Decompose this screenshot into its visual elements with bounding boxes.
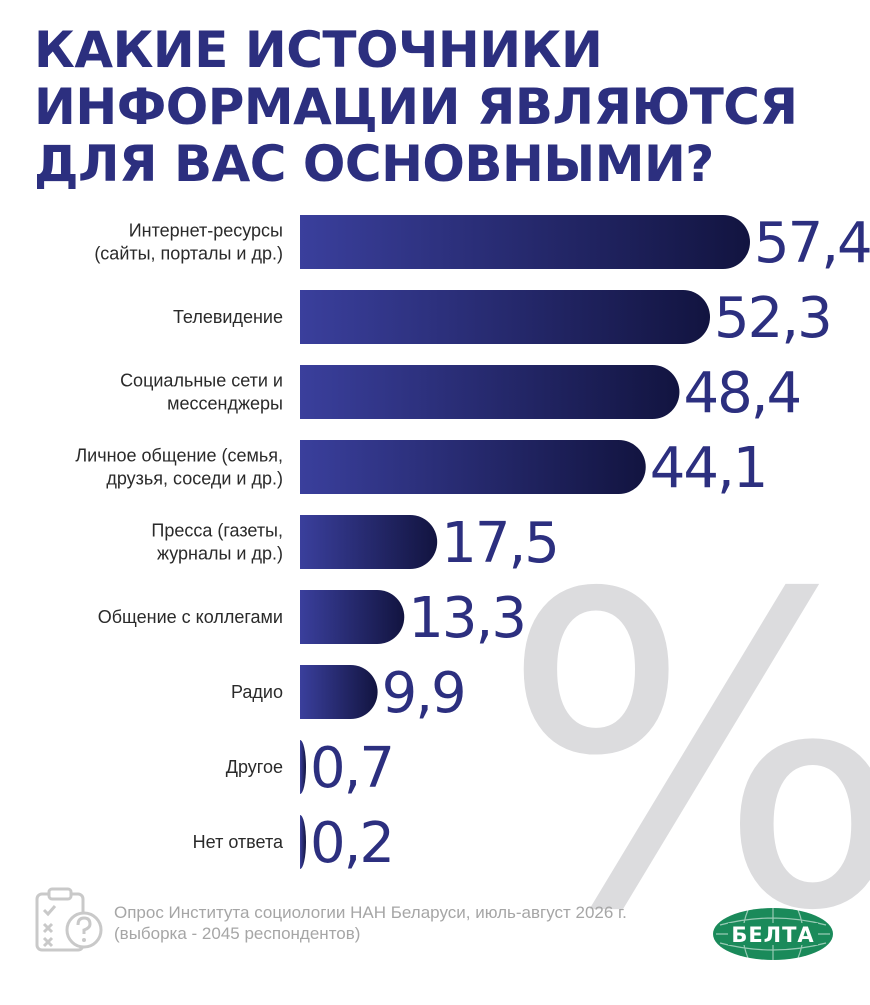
category-label-5: Пресса (газеты, журналы и др.) <box>151 521 283 564</box>
source-note: Опрос Института социологии НАН Беларуси,… <box>114 902 694 944</box>
value-label-8: 0,7 <box>310 736 393 801</box>
belta-logo: БЕЛТА <box>708 905 838 968</box>
bar-6 <box>300 590 405 644</box>
value-label-7: 9,9 <box>382 661 465 726</box>
bar-7 <box>300 665 378 719</box>
value-label-6: 13,3 <box>408 586 525 651</box>
category-label-7: Радио <box>231 682 283 702</box>
value-label-9: 0,2 <box>310 811 393 876</box>
bar-4 <box>300 440 646 494</box>
percent-background-symbol: % <box>500 505 870 1005</box>
category-label-6: Общение с коллегами <box>98 607 283 627</box>
category-label-4: Личное общение (семья, друзья, соседи и д… <box>75 446 283 489</box>
source-line-1: Опрос Института социологии НАН Беларуси,… <box>114 903 627 922</box>
bar-5 <box>300 515 438 569</box>
category-label-8: Другое <box>226 757 283 777</box>
value-label-4: 44,1 <box>650 436 767 501</box>
bar-3 <box>300 365 680 419</box>
clipboard-question-icon <box>34 886 106 961</box>
category-label-3: Социальные сети и мессенджеры <box>120 371 283 414</box>
value-label-3: 48,4 <box>683 361 800 426</box>
source-line-2: (выборка - 2045 респондентов) <box>114 924 361 943</box>
bar-8 <box>300 740 306 794</box>
bar-2 <box>300 290 711 344</box>
value-label-2: 52,3 <box>714 286 831 351</box>
value-label-5: 17,5 <box>441 511 558 576</box>
category-label-9: Нет ответа <box>193 832 284 852</box>
logo-text: БЕЛТА <box>731 923 814 947</box>
bar-9 <box>300 815 306 869</box>
bar-1 <box>300 215 750 269</box>
bar-chart: Интернет-ресурсы (сайты, порталы и др.) 57… <box>75 211 870 876</box>
category-label-2: Телевидение <box>173 307 283 327</box>
category-label-1: Интернет-ресурсы (сайты, порталы и др.) <box>94 221 283 264</box>
page-title: КАКИЕ ИСТОЧНИКИ ИНФОРМАЦИИ ЯВЛЯЮТСЯ ДЛЯ … <box>34 21 798 193</box>
value-label-1: 57,4 <box>754 211 870 276</box>
